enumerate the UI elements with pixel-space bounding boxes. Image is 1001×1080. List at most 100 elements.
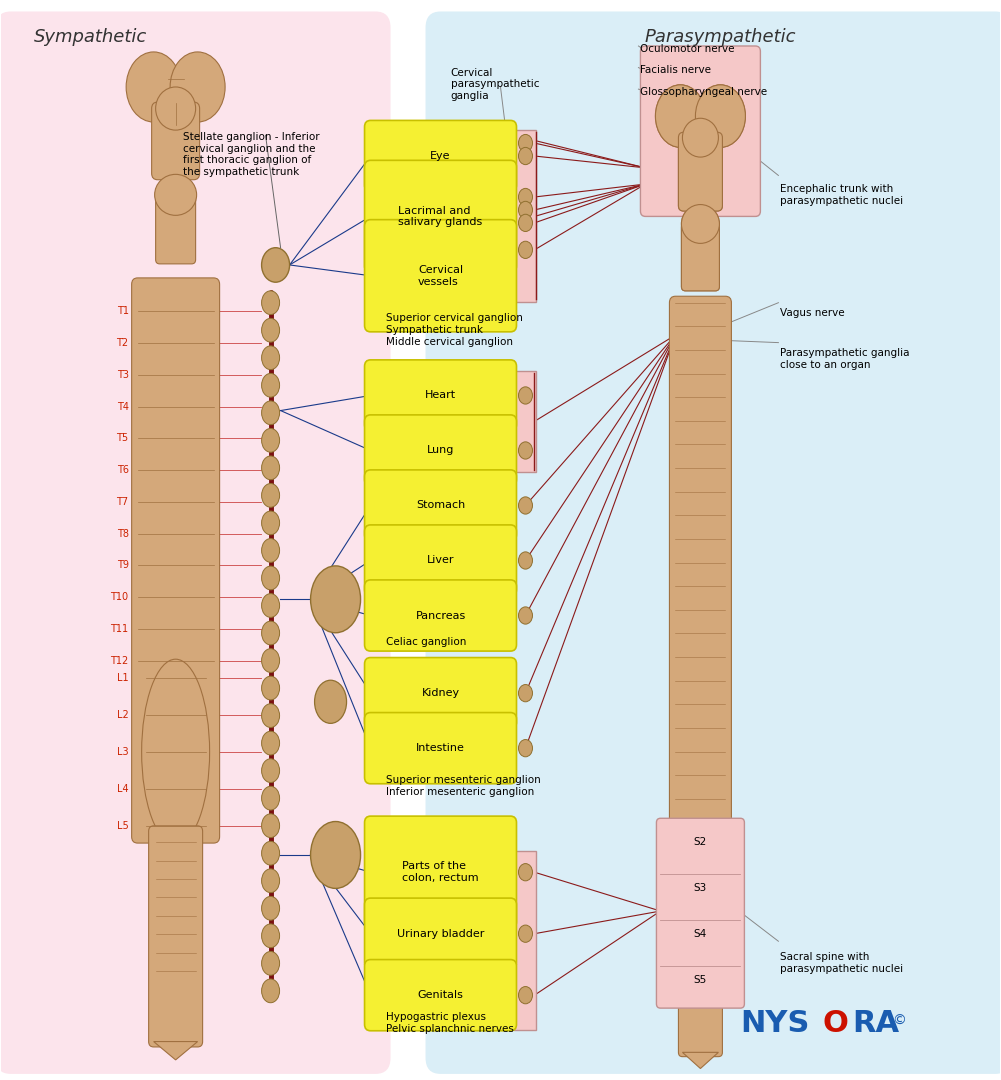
Ellipse shape	[261, 896, 279, 920]
Text: T10: T10	[110, 592, 129, 603]
Text: T7: T7	[116, 497, 129, 507]
Ellipse shape	[682, 204, 720, 243]
FancyBboxPatch shape	[132, 278, 219, 843]
Ellipse shape	[170, 52, 225, 122]
Text: T8: T8	[117, 529, 129, 539]
FancyBboxPatch shape	[364, 713, 517, 784]
Ellipse shape	[519, 685, 533, 702]
FancyBboxPatch shape	[641, 46, 761, 216]
Text: S3: S3	[694, 883, 707, 893]
FancyBboxPatch shape	[364, 658, 517, 729]
Text: Vagus nerve: Vagus nerve	[781, 308, 845, 319]
Ellipse shape	[519, 864, 533, 881]
Text: Superior cervical ganglion
Sympathetic trunk
Middle cervical ganglion: Superior cervical ganglion Sympathetic t…	[385, 313, 523, 347]
Ellipse shape	[310, 822, 360, 889]
Text: Kidney: Kidney	[421, 688, 459, 698]
Text: T11: T11	[110, 624, 129, 634]
FancyBboxPatch shape	[679, 132, 723, 211]
Text: L3: L3	[117, 747, 129, 757]
Text: Cervical
vessels: Cervical vessels	[418, 265, 463, 286]
Ellipse shape	[682, 204, 720, 243]
Ellipse shape	[656, 85, 706, 147]
Text: Hypogastric plexus
Pelvic splanchnic nerves: Hypogastric plexus Pelvic splanchnic ner…	[385, 1012, 514, 1034]
Ellipse shape	[519, 201, 533, 218]
Ellipse shape	[261, 566, 279, 590]
Ellipse shape	[519, 147, 533, 164]
Text: Eye: Eye	[430, 151, 450, 161]
Ellipse shape	[141, 659, 209, 845]
FancyBboxPatch shape	[364, 360, 517, 431]
Ellipse shape	[683, 119, 719, 157]
Ellipse shape	[261, 319, 279, 342]
Ellipse shape	[261, 841, 279, 865]
Ellipse shape	[261, 924, 279, 947]
FancyBboxPatch shape	[515, 130, 537, 301]
FancyBboxPatch shape	[0, 12, 390, 1074]
Ellipse shape	[261, 814, 279, 838]
Text: NYS: NYS	[741, 1010, 810, 1038]
FancyBboxPatch shape	[364, 959, 517, 1030]
Ellipse shape	[126, 52, 181, 122]
Text: Stomach: Stomach	[415, 500, 465, 511]
Text: Parasympathetic ganglia
close to an organ: Parasympathetic ganglia close to an orga…	[781, 348, 910, 369]
Text: T4: T4	[117, 402, 129, 411]
Text: Cervical
parasympathetic
ganglia: Cervical parasympathetic ganglia	[450, 68, 539, 100]
Polygon shape	[153, 1041, 197, 1059]
Text: S2: S2	[694, 837, 707, 847]
Ellipse shape	[519, 134, 533, 151]
Ellipse shape	[696, 85, 746, 147]
Text: Genitals: Genitals	[417, 990, 463, 1000]
Text: T3: T3	[117, 369, 129, 380]
Text: Liver: Liver	[426, 555, 454, 566]
FancyBboxPatch shape	[682, 222, 720, 291]
Text: Pancreas: Pancreas	[415, 610, 465, 621]
Text: T6: T6	[117, 465, 129, 475]
Ellipse shape	[519, 986, 533, 1003]
Ellipse shape	[519, 607, 533, 624]
Text: Parts of the
colon, rectum: Parts of the colon, rectum	[402, 862, 478, 883]
Ellipse shape	[519, 387, 533, 404]
FancyBboxPatch shape	[425, 12, 1001, 1074]
Ellipse shape	[261, 649, 279, 673]
Text: Oculomotor nerve: Oculomotor nerve	[641, 44, 735, 54]
Text: RA: RA	[853, 1010, 900, 1038]
FancyBboxPatch shape	[364, 525, 517, 596]
Text: Lacrimal and
salivary glands: Lacrimal and salivary glands	[398, 205, 482, 227]
Ellipse shape	[261, 786, 279, 810]
Text: T12: T12	[110, 656, 129, 665]
Ellipse shape	[314, 680, 346, 724]
Text: L4: L4	[117, 784, 129, 794]
Text: Heart: Heart	[425, 391, 456, 401]
FancyBboxPatch shape	[515, 370, 537, 472]
FancyBboxPatch shape	[364, 816, 517, 929]
FancyBboxPatch shape	[364, 160, 517, 272]
Text: L5: L5	[117, 821, 129, 831]
Text: T1: T1	[117, 307, 129, 316]
Ellipse shape	[261, 978, 279, 1002]
Ellipse shape	[261, 951, 279, 975]
FancyBboxPatch shape	[679, 132, 723, 211]
FancyBboxPatch shape	[364, 121, 517, 191]
Ellipse shape	[683, 119, 719, 157]
FancyBboxPatch shape	[364, 415, 517, 486]
Ellipse shape	[261, 869, 279, 892]
FancyBboxPatch shape	[682, 222, 720, 291]
Ellipse shape	[310, 566, 360, 633]
Text: Sympathetic: Sympathetic	[34, 28, 147, 45]
Ellipse shape	[155, 87, 195, 130]
Text: S4: S4	[694, 929, 707, 939]
Text: L1: L1	[117, 673, 129, 683]
Text: Intestine: Intestine	[416, 743, 464, 753]
Ellipse shape	[656, 85, 706, 147]
Ellipse shape	[261, 346, 279, 369]
Text: Parasympathetic: Parasympathetic	[645, 28, 796, 45]
Text: Sacral spine with
parasympathetic nuclei: Sacral spine with parasympathetic nuclei	[781, 953, 904, 974]
FancyBboxPatch shape	[364, 899, 517, 969]
FancyBboxPatch shape	[670, 296, 732, 827]
Text: T9: T9	[117, 561, 129, 570]
Ellipse shape	[261, 594, 279, 618]
Text: Superior mesenteric ganglion
Inferior mesenteric ganglion: Superior mesenteric ganglion Inferior me…	[385, 775, 541, 797]
Text: S5: S5	[694, 975, 707, 985]
Ellipse shape	[154, 174, 196, 215]
Ellipse shape	[261, 539, 279, 563]
